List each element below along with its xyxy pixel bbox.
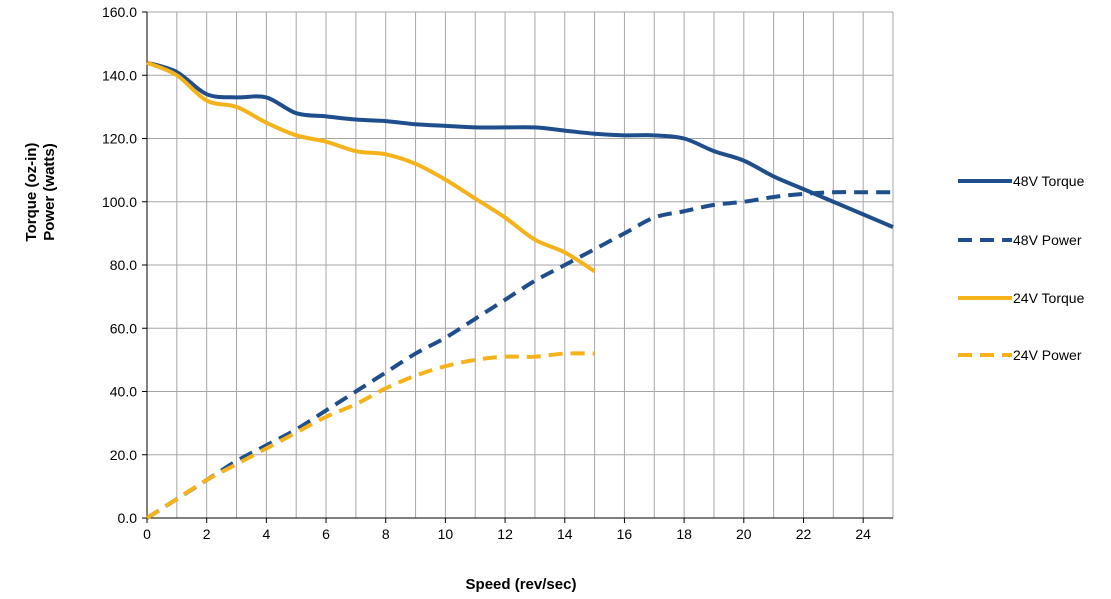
y-axis-title: Torque (oz-in) Power (watts) [23,143,58,242]
x-tick-label: 12 [497,526,513,542]
legend: 48V Torque 48V Power 24V Torque 24V Powe… [958,173,1085,363]
x-tick-label: 0 [143,526,151,542]
x-tick-label: 18 [676,526,692,542]
y-tick-label: 80.0 [110,257,137,273]
x-tick-label: 20 [736,526,752,542]
y-tick-labels: 0.0 20.0 40.0 60.0 80.0 100.0 120.0 140.0 160.0 [102,4,137,526]
y-tick-label: 160.0 [102,4,137,20]
x-tick-label: 16 [617,526,633,542]
x-tick-label: 2 [203,526,211,542]
legend-item-24v-power: 24V Power [958,347,1082,363]
legend-item-24v-torque: 24V Torque [958,290,1085,306]
x-tick-label: 22 [796,526,812,542]
y-axis-title-line-1: Torque (oz-in) [23,143,40,242]
y-tick-label: 100.0 [102,194,137,210]
legend-item-48v-power: 48V Power [958,232,1082,248]
x-tick-label: 6 [322,526,330,542]
series-48v-power-line [145,190,894,520]
legend-label-48v-power: 48V Power [1013,232,1082,248]
series-24v-torque-line [146,60,596,274]
y-tick-label: 120.0 [102,131,137,147]
axes [142,11,893,523]
x-tick-labels: 0 2 4 6 8 10 12 14 16 18 20 22 24 [143,526,871,542]
x-tick-label: 14 [557,526,573,542]
x-tick-label: 24 [855,526,871,542]
x-tick-label: 10 [438,526,454,542]
y-axis-title-line-2: Power (watts) [41,143,58,241]
y-tick-label: 20.0 [110,447,137,463]
x-axis-title: Speed (rev/sec) [466,576,577,593]
series-24v-power-line [145,351,595,520]
legend-item-48v-torque: 48V Torque [958,173,1085,189]
y-tick-label: 40.0 [110,384,137,400]
legend-label-48v-torque: 48V Torque [1013,173,1085,189]
x-tick-label: 4 [262,526,270,542]
legend-label-24v-power: 24V Power [1013,347,1082,363]
series-lines [145,60,894,520]
grid [147,11,894,518]
series-48v-torque-line [146,60,894,229]
y-tick-label: 60.0 [110,320,137,336]
legend-label-24v-torque: 24V Torque [1013,290,1085,306]
y-tick-label: 0.0 [118,510,138,526]
y-tick-label: 140.0 [102,67,137,83]
x-tick-label: 8 [382,526,390,542]
